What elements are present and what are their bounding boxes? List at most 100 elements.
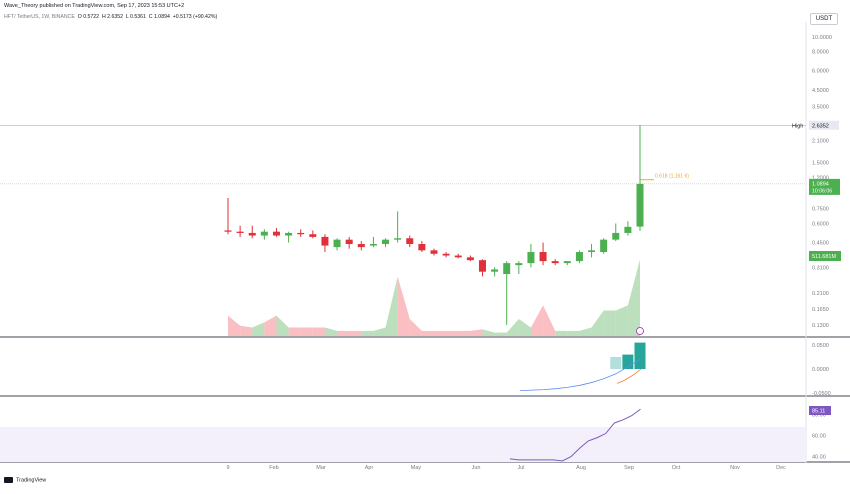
high-value-badge: 2.6352	[812, 123, 829, 129]
candle-body	[466, 257, 474, 261]
price-tick-label: 0.1650	[812, 307, 829, 313]
volume-area-segment	[385, 276, 398, 336]
high-value: H 2.6352	[101, 14, 124, 20]
volume-area-segment	[615, 305, 628, 336]
candle-body	[588, 250, 596, 253]
volume-area-segment	[482, 329, 495, 336]
volume-area-segment	[252, 322, 265, 336]
volume-area-segment	[337, 330, 350, 336]
volume-area-segment	[579, 327, 592, 336]
time-tick-label: Jul	[517, 465, 524, 471]
volume-area-segment	[567, 330, 580, 336]
time-tick-label: Mar	[316, 465, 326, 471]
tradingview-logo-icon	[4, 477, 13, 483]
last-price-badge-bg	[809, 178, 840, 195]
volume-area-segment	[240, 325, 253, 336]
time-tick-label: 9	[226, 465, 229, 471]
change-value: +0.5173 (+90.42%)	[172, 14, 218, 20]
rsi-badge: 85.11	[812, 409, 825, 415]
candle-body	[454, 255, 462, 258]
published-info: Wave_Theory published on TradingView.com…	[4, 3, 185, 9]
volume-area-segment	[470, 329, 483, 336]
candle-body	[478, 260, 486, 272]
candle-body	[527, 252, 535, 264]
candle-body	[248, 232, 256, 236]
price-tick-label: 0.4500	[812, 241, 829, 247]
volume-area-segment	[555, 330, 568, 336]
candle-body	[333, 239, 341, 248]
candle-body	[430, 250, 438, 254]
macd-line	[519, 359, 641, 391]
time-tick-label: Aug	[576, 465, 586, 471]
price-tick-label: 2.1000	[812, 138, 829, 144]
signal-line	[616, 368, 642, 384]
volume-area-segment	[324, 327, 338, 336]
price-tick-label: 0.2100	[812, 291, 829, 297]
price-tick-label: 3.5000	[812, 104, 829, 110]
volume-area-segment	[421, 330, 434, 336]
time-tick-label: Nov	[730, 465, 740, 471]
candle-body	[297, 232, 305, 235]
candle-body	[394, 238, 402, 240]
candle-body	[503, 263, 511, 275]
volume-area-segment	[627, 259, 640, 336]
candle-body	[406, 238, 414, 245]
volume-area-segment	[494, 332, 507, 336]
volume-area-segment	[349, 330, 362, 336]
volume-area-segment	[543, 305, 556, 336]
time-tick-label: Dec	[776, 465, 786, 471]
candle-body	[491, 269, 499, 272]
footer-brand: TradingView	[16, 477, 47, 484]
volume-area-segment	[397, 276, 410, 336]
low-value: L 0.5361	[125, 14, 146, 20]
candle-body	[321, 236, 329, 246]
macd-tick-label: -0.0500	[812, 391, 831, 397]
price-tick-label: 0.7500	[812, 207, 829, 213]
time-tick-label: May	[411, 465, 422, 471]
volume-area-segment	[288, 327, 301, 336]
volume-area-segment	[264, 315, 277, 336]
time-tick-label: Oct	[672, 465, 681, 471]
price-tick-label: 0.3100	[812, 265, 829, 271]
volume-area-segment	[276, 315, 289, 336]
price-tick-label: 1.5000	[812, 161, 829, 167]
high-label: High	[792, 123, 803, 129]
macd-histogram-bar	[622, 354, 634, 369]
price-tick-label: 0.1300	[812, 323, 829, 329]
time-tick-label: Jun	[472, 465, 481, 471]
candle-body	[575, 252, 583, 262]
open-value: O 0.5722	[77, 14, 100, 20]
volume-area-segment	[409, 319, 422, 336]
rsi-tick-label: 60.00	[812, 434, 826, 440]
volume-badge-bg	[809, 251, 841, 261]
event-marker-icon	[636, 327, 644, 335]
macd-histogram-bar	[610, 357, 622, 369]
candle-body	[551, 261, 559, 264]
candle-body	[418, 244, 426, 251]
tradingview-footer: TradingView	[4, 477, 46, 483]
candle-body	[369, 244, 377, 246]
volume-area-segment	[603, 310, 616, 336]
volume-area-segment	[458, 330, 471, 336]
candle-body	[236, 231, 244, 233]
volume-badge: 511.681M	[812, 254, 836, 260]
candle-body	[442, 253, 450, 256]
price-tick-label: 4.5000	[812, 88, 829, 94]
close-value: C 1.0894	[148, 14, 170, 20]
rsi-tick-label: 40.00	[812, 455, 826, 461]
currency-selector[interactable]: USDT	[810, 13, 838, 25]
last-price-badge: 1.0894	[812, 181, 829, 187]
candle-body	[563, 261, 571, 264]
volume-area-segment	[361, 330, 374, 336]
candle-body	[285, 232, 293, 236]
candle-body	[272, 231, 280, 236]
candle-body	[612, 232, 620, 240]
volume-area-segment	[312, 327, 325, 336]
candle-body	[224, 230, 232, 232]
price-tick-label: 8.0000	[812, 50, 829, 56]
candle-body	[515, 263, 523, 266]
time-tick-label: Sep	[624, 465, 634, 471]
volume-area-segment	[530, 305, 544, 336]
